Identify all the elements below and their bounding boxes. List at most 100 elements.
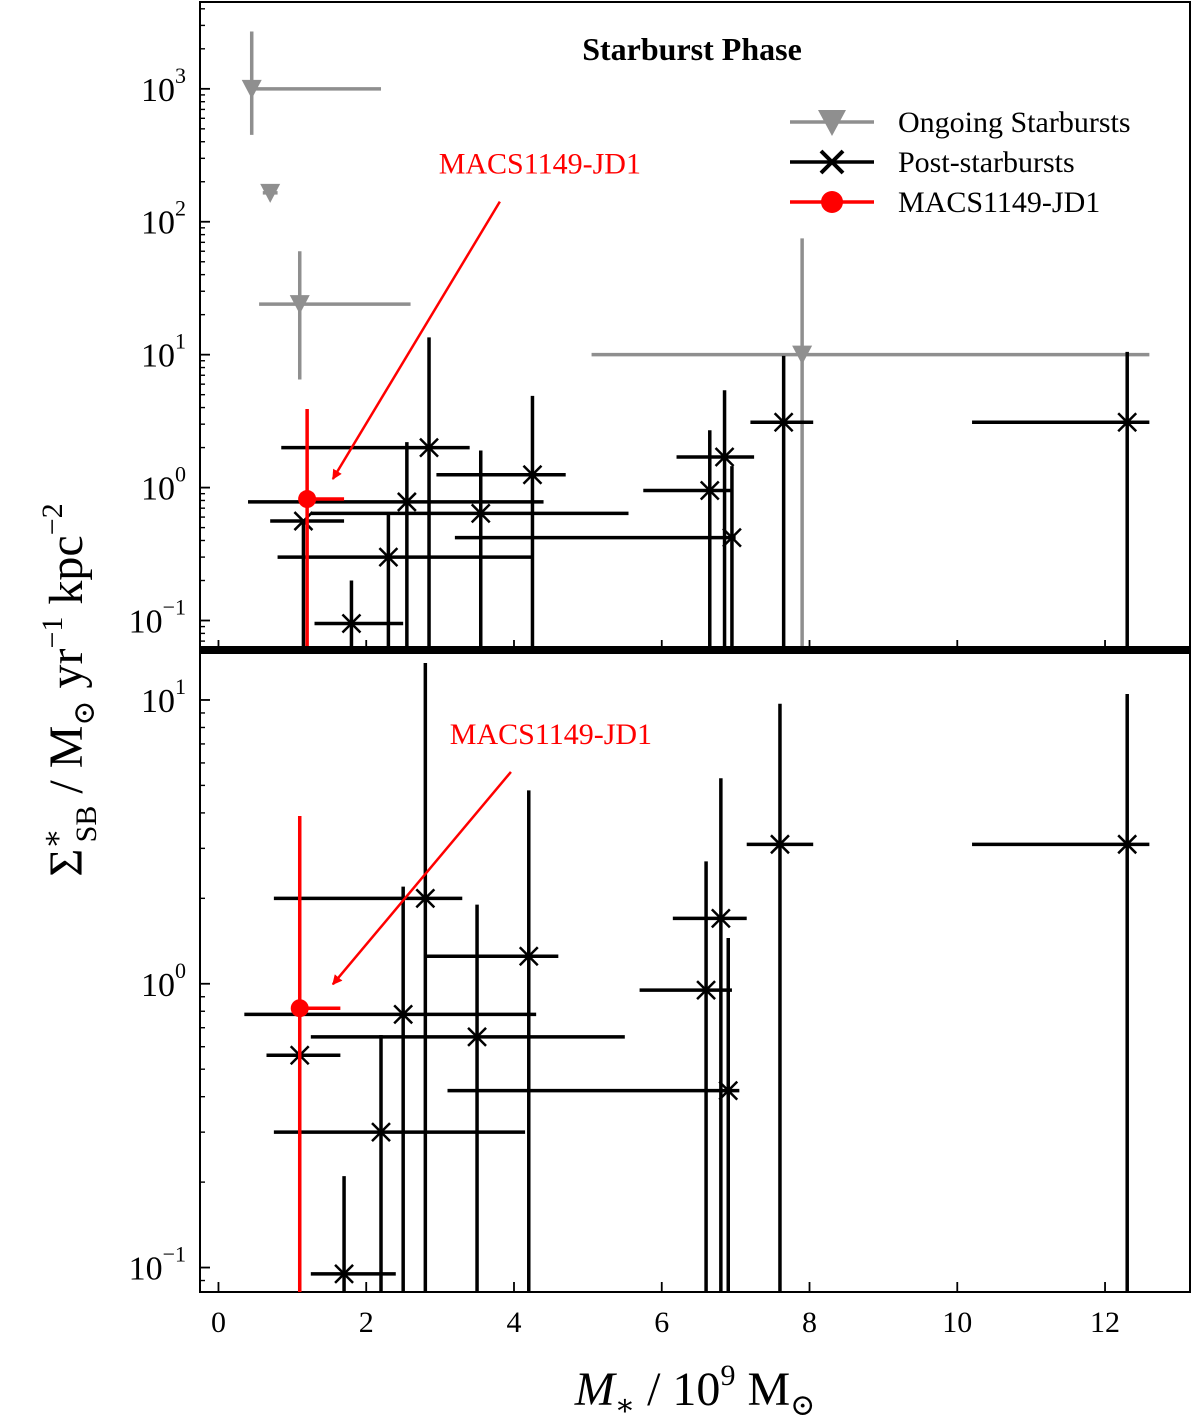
- ylabel-rest1: / M: [40, 726, 93, 806]
- ylabel-exp1: −1: [36, 617, 69, 649]
- data-point-x: [770, 834, 790, 855]
- x-tick-label: 6: [654, 1306, 669, 1339]
- y-tick-label: 102: [141, 196, 186, 242]
- data-point-triangle: [289, 295, 310, 315]
- y-tick-label: 103: [141, 63, 186, 109]
- ylabel-rest2: yr: [40, 648, 93, 700]
- data-point-x: [522, 464, 543, 485]
- data-point-x: [714, 447, 735, 467]
- data-point-x: [710, 908, 731, 929]
- data-point-x: [467, 1026, 487, 1047]
- data-point-x: [718, 1080, 739, 1101]
- plot-area: [244, 662, 1150, 1292]
- series-macs1149-jd1: [290, 816, 341, 1292]
- annotation-arrow: [331, 771, 512, 986]
- ylabel-sup: ∗: [36, 828, 69, 848]
- y-tick-exponent: −1: [163, 595, 186, 620]
- y-tick-base: 10: [141, 683, 175, 720]
- legend-marker-triangle: [818, 110, 846, 136]
- x-tick-label: 4: [506, 1306, 521, 1339]
- xlabel-unit-sub: ⊙: [790, 1389, 815, 1422]
- y-tick-label: 10−1: [129, 1242, 186, 1288]
- y-tick-base: 10: [141, 471, 175, 508]
- legend-label: MACS1149-JD1: [898, 186, 1100, 219]
- y-tick-label: 101: [141, 329, 186, 375]
- ylabel-symbol: Σ: [40, 849, 93, 877]
- xlabel-exp: 9: [720, 1359, 735, 1392]
- data-point-triangle: [241, 79, 262, 99]
- data-point-x: [415, 888, 436, 909]
- y-axis-label: Σ∗SB / M⊙ yr−1 kpc−2: [36, 503, 103, 876]
- plot-frame: [199, 649, 1191, 1293]
- data-point-circle: [290, 999, 309, 1018]
- y-tick-label: 10−1: [129, 595, 186, 641]
- y-tick-label: 100: [141, 958, 186, 1004]
- x-tick-label: 12: [1090, 1306, 1120, 1339]
- y-tick-base: 10: [141, 338, 175, 375]
- data-point-x: [699, 480, 720, 501]
- data-point-x: [1117, 834, 1138, 855]
- x-axis-label: M∗ / 109 M⊙: [574, 1359, 816, 1422]
- y-tick-base: 10: [141, 205, 175, 242]
- y-tick-exponent: −1: [163, 1242, 186, 1267]
- plot-area: [241, 31, 1150, 650]
- annotation-arrow: [331, 201, 501, 480]
- data-point-triangle: [260, 183, 281, 203]
- data-point-x: [1117, 412, 1138, 433]
- xlabel-sub: ∗: [615, 1389, 635, 1422]
- y-tick-exponent: 1: [175, 674, 186, 699]
- series-post-starbursts: [248, 337, 1150, 650]
- y-tick-base: 10: [141, 72, 175, 109]
- series-post-starbursts: [244, 662, 1150, 1292]
- data-point-circle: [298, 490, 317, 509]
- data-point-x: [419, 437, 439, 458]
- y-tick-exponent: 0: [175, 462, 186, 487]
- legend-label: Ongoing Starbursts: [898, 106, 1131, 139]
- y-tick-exponent: 3: [175, 63, 186, 88]
- data-point-x: [378, 547, 399, 567]
- xlabel-rest: / 10: [635, 1363, 720, 1416]
- x-tick-label: 8: [802, 1306, 817, 1339]
- data-point-x: [393, 1004, 414, 1025]
- series-macs1149-jd1: [298, 409, 345, 650]
- x-tick-label: 0: [211, 1306, 226, 1339]
- ylabel-sun: ⊙: [68, 700, 101, 725]
- y-tick-exponent: 1: [175, 329, 186, 354]
- chart-title: Starburst Phase: [582, 31, 802, 67]
- ylabel-exp2: −2: [36, 503, 69, 535]
- ylabel-rest3: kpc: [40, 535, 93, 616]
- data-point-x: [722, 527, 742, 548]
- xlabel-unit: M: [735, 1363, 790, 1416]
- data-point-x: [518, 946, 539, 967]
- y-tick-base: 10: [129, 1251, 163, 1288]
- y-tick-label: 100: [141, 462, 186, 508]
- annotation-label: MACS1149-JD1: [450, 718, 652, 751]
- data-point-x: [696, 980, 716, 1000]
- xlabel-main: M: [574, 1363, 618, 1416]
- legend-label: Post-starbursts: [898, 146, 1075, 179]
- data-point-x: [371, 1122, 391, 1143]
- legend-marker-circle: [821, 191, 843, 213]
- annotation-label: MACS1149-JD1: [439, 148, 641, 181]
- data-point-x: [396, 492, 417, 512]
- y-tick-label: 101: [141, 674, 186, 720]
- data-point-x: [341, 613, 362, 634]
- ylabel-sub: SB: [70, 806, 103, 843]
- series-ongoing-starbursts: [241, 31, 1150, 650]
- x-tick-label: 2: [359, 1306, 374, 1339]
- y-tick-base: 10: [129, 604, 163, 641]
- data-point-x: [334, 1263, 354, 1284]
- y-tick-exponent: 0: [175, 958, 186, 983]
- legend-marker-x: [819, 149, 845, 175]
- legend: Ongoing Starbursts Post-starbursts MACS114…: [790, 106, 1131, 219]
- y-tick-base: 10: [141, 967, 175, 1004]
- data-point-x: [470, 503, 491, 524]
- data-point-x: [293, 511, 314, 531]
- x-tick-label: 10: [942, 1306, 972, 1339]
- data-point-x: [773, 412, 794, 433]
- data-point-triangle: [792, 345, 813, 365]
- plot-frame: [199, 1, 1191, 651]
